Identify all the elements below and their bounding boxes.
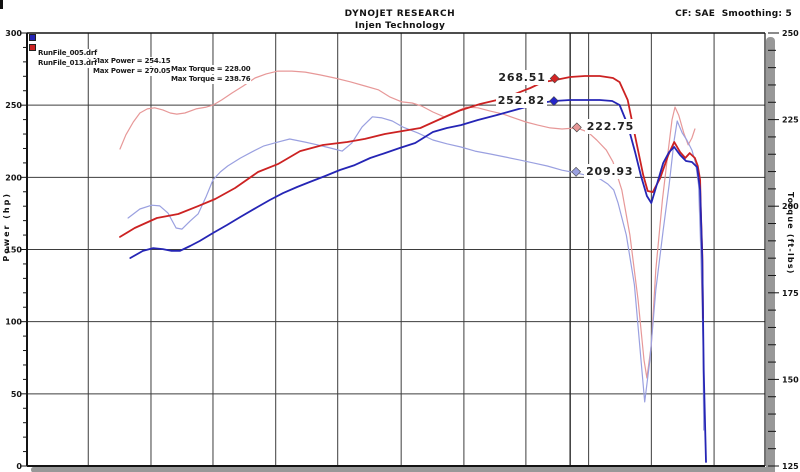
legend-max-torque: Max Torque = 228.00: [170, 65, 252, 74]
power-tick-label: 50: [11, 390, 23, 399]
legend-swatch-blue: [29, 34, 36, 41]
legend-file-name: RunFile_005.drf: [37, 49, 98, 58]
torque-tick-label: 250: [782, 29, 799, 38]
legend-row-run013[interactable]: RunFile_013.drf Max Power = 270.05 Max T…: [28, 43, 252, 84]
legend-max-power: Max Power = 254.15: [92, 57, 172, 66]
correction-smoothing-note: CF: SAE Smoothing: 5: [675, 9, 792, 19]
power-tick-label: 0: [16, 462, 22, 471]
torque-tick-label: 150: [782, 375, 799, 384]
curve-runfile-005-drf-torque[interactable]: [127, 116, 705, 431]
plot-bottom-shadow: [31, 467, 775, 472]
power-tick-label: 250: [5, 101, 22, 110]
torque-tick-label: 175: [782, 289, 799, 298]
marker-value-label: 222.75: [584, 119, 637, 135]
torque-tick-label: 225: [782, 116, 799, 125]
marker-diamond-icon[interactable]: [571, 122, 582, 133]
legend-row-run005[interactable]: RunFile_005.drf Max Power = 254.15 Max T…: [28, 33, 252, 74]
torque-tick-label: 125: [782, 462, 799, 471]
marker-diamond-icon[interactable]: [549, 73, 560, 84]
plot-right-shadow: [766, 37, 775, 472]
marker-value-label: 252.82: [495, 93, 547, 109]
torque-axis-title: Torque (ft-lbs): [786, 192, 795, 275]
power-tick-label: 100: [5, 318, 22, 327]
power-tick-label: 150: [5, 246, 22, 255]
marker-diamond-icon[interactable]: [549, 96, 559, 107]
chart-subtitle: Injen Technology: [354, 21, 446, 31]
window-corner-artifact: [0, 0, 3, 9]
legend-swatch-red: [29, 44, 36, 51]
legend-max-torque: Max Torque = 238.76: [170, 75, 252, 84]
power-tick-label: 300: [5, 29, 22, 38]
chart-title: DYNOJET RESEARCH: [344, 9, 456, 19]
curve-runfile-005-drf-power[interactable]: [129, 99, 707, 463]
curve-runfile-013-drf-power[interactable]: [119, 75, 704, 320]
power-tick-label: 200: [5, 173, 22, 182]
legend-max-power: Max Power = 270.05: [92, 67, 172, 76]
power-axis-title: Power (hp): [2, 192, 11, 262]
curve-runfile-013-drf-torque[interactable]: [119, 70, 696, 379]
legend-file-name: RunFile_013.drf: [37, 59, 98, 68]
marker-value-label: 209.93: [584, 163, 636, 179]
marker-diamond-icon[interactable]: [571, 166, 581, 177]
torque-tick-label: 200: [782, 202, 799, 211]
marker-value-label: 268.51: [496, 70, 548, 86]
